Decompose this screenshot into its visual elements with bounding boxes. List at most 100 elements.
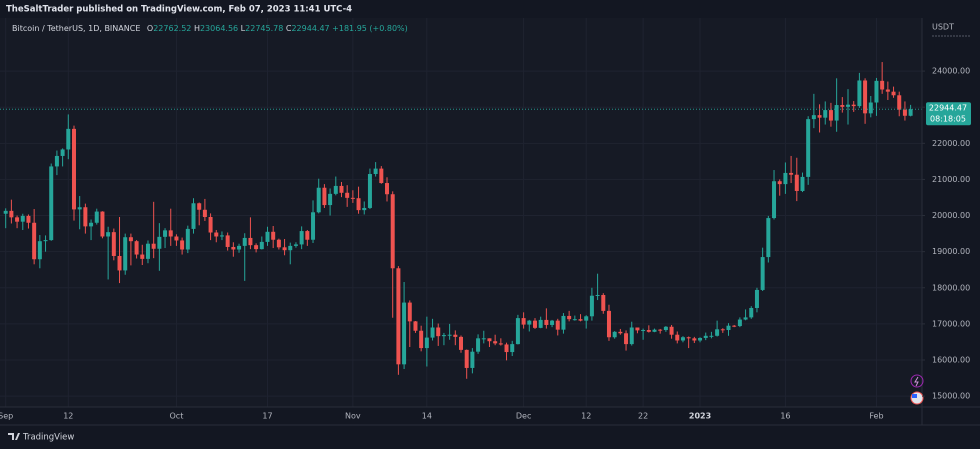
- candle-body: [908, 109, 913, 116]
- candle-body: [26, 215, 31, 223]
- candle-body: [897, 95, 902, 110]
- candle-body: [538, 319, 543, 328]
- last-price-box: [926, 102, 971, 126]
- y-tick-label: 18000.00: [932, 283, 970, 292]
- candle-body: [606, 310, 611, 338]
- candle-body: [766, 218, 771, 258]
- symbol: Bitcoin / TetherUS, 1D, BINANCE: [12, 24, 140, 33]
- candle-body: [481, 338, 486, 340]
- candle-body: [350, 197, 355, 199]
- candle-body: [777, 181, 782, 185]
- candle-body: [339, 185, 344, 193]
- candle-body: [305, 231, 310, 240]
- logo-mark: [8, 433, 20, 440]
- x-tick-label: 14: [422, 412, 432, 421]
- candle-body: [123, 237, 128, 271]
- candle-body: [783, 172, 788, 185]
- x-tick-label: 12: [63, 412, 73, 421]
- candle-body: [254, 245, 259, 250]
- candle-body: [288, 245, 293, 251]
- y-tick-label: 19000.00: [932, 247, 970, 256]
- candle-body: [436, 327, 441, 337]
- candle-body: [743, 317, 748, 320]
- candle-body: [373, 168, 378, 175]
- candle-body: [487, 338, 492, 342]
- candle-body: [447, 334, 452, 336]
- candle-body: [94, 211, 99, 223]
- x-tick-label: Oct: [170, 412, 184, 421]
- candle-body: [851, 104, 856, 107]
- candle-body: [498, 343, 503, 345]
- candle-body: [66, 128, 71, 150]
- candle-body: [180, 240, 185, 250]
- x-tick-label: 22: [638, 412, 648, 421]
- candle-body: [276, 239, 281, 248]
- candle-body: [561, 315, 566, 330]
- candle-body: [15, 217, 20, 222]
- legend-key: C: [286, 24, 292, 33]
- candle-body: [732, 325, 737, 327]
- candle-body: [248, 237, 253, 246]
- y-tick-label: 20000.00: [932, 211, 970, 220]
- x-tick-label: Nov: [345, 412, 361, 421]
- candle-body: [840, 105, 845, 107]
- y-tick-label: 16000.00: [932, 355, 970, 364]
- candle-body: [703, 335, 708, 338]
- candle-body: [806, 119, 811, 177]
- candle-body: [83, 207, 88, 227]
- candle-body: [316, 187, 321, 213]
- candle-body: [578, 319, 583, 321]
- y-tick-label: 17000.00: [932, 319, 970, 328]
- candle-body: [271, 231, 276, 240]
- candle-body: [874, 80, 879, 103]
- event-icon-bolt: [914, 376, 919, 387]
- candle-body: [470, 351, 475, 368]
- candle-body: [54, 155, 59, 167]
- candle-body: [749, 307, 754, 318]
- event-icon[interactable]: [910, 374, 924, 388]
- candle-body: [510, 344, 515, 353]
- candle-body: [902, 109, 907, 116]
- candle-body: [692, 338, 697, 341]
- candle-body: [754, 289, 759, 308]
- candle-body: [89, 222, 94, 227]
- legend-key: L: [241, 24, 246, 33]
- candle-body: [163, 230, 168, 237]
- candle-body: [242, 237, 247, 246]
- candle-body: [311, 212, 316, 240]
- legend: Bitcoin / TetherUS, 1D, BINANCE O22762.5…: [12, 24, 408, 33]
- candle-body: [214, 232, 219, 237]
- candles: [0, 62, 922, 379]
- candle-body: [828, 110, 833, 121]
- candle-body: [265, 231, 270, 242]
- candle-body: [151, 243, 156, 249]
- candle-body: [891, 91, 896, 96]
- candle-body: [675, 334, 680, 341]
- candle-body: [396, 268, 401, 365]
- candle-body: [532, 320, 537, 328]
- candle-body: [362, 207, 367, 211]
- candle-body: [441, 335, 446, 337]
- candle-body: [259, 241, 264, 250]
- candle-body: [641, 330, 646, 332]
- candle-body: [208, 216, 213, 233]
- candle-body: [834, 105, 839, 121]
- candle-body: [77, 207, 82, 210]
- candle-body: [197, 203, 202, 210]
- candle-body: [618, 331, 623, 334]
- candle-body: [737, 319, 742, 327]
- candle-body: [601, 294, 606, 311]
- candle-body: [3, 210, 8, 214]
- candle-body: [789, 172, 794, 175]
- y-tick-label: 22000.00: [932, 139, 970, 148]
- candle-body: [145, 243, 150, 259]
- candle-body: [231, 246, 236, 250]
- flag-part: [912, 394, 917, 398]
- candle-body: [293, 244, 298, 246]
- candle-body: [726, 325, 731, 331]
- candle-body: [504, 344, 509, 353]
- candle-body: [459, 336, 463, 350]
- candle-body: [390, 194, 395, 269]
- candle-body: [168, 230, 173, 237]
